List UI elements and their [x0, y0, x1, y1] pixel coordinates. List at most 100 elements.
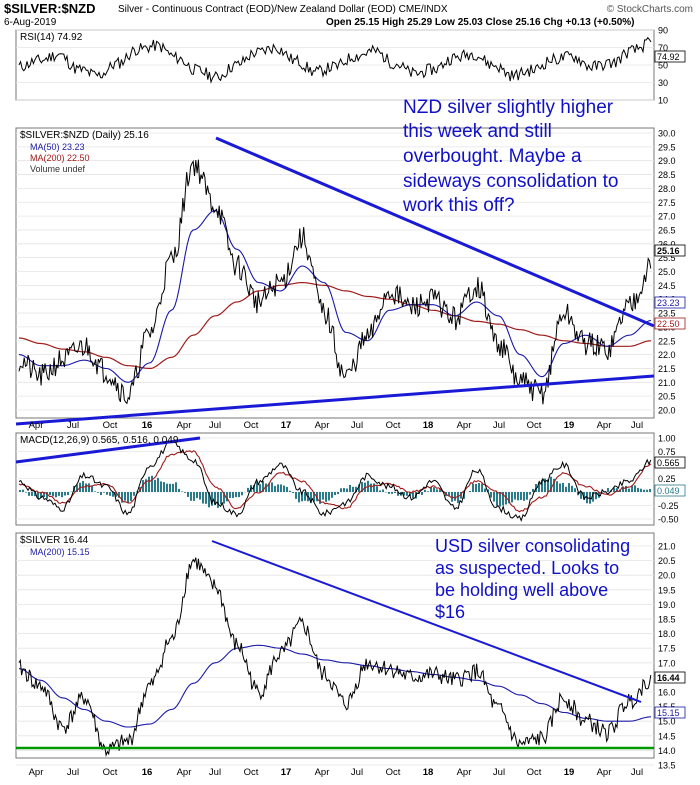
- usd-annotation-line-4: $16: [435, 602, 465, 622]
- macd-hist-bar: [190, 492, 192, 501]
- macd-hist-bar: [520, 492, 522, 500]
- macd-hist-bar: [325, 492, 327, 502]
- x-tick-label: Jul: [351, 767, 363, 778]
- macd-hist-bar: [52, 492, 54, 496]
- macd-hist-bar: [100, 492, 102, 495]
- macd-hist-bar: [643, 490, 645, 492]
- macd-hist-bar: [61, 492, 63, 497]
- macd-hist-bar: [427, 491, 429, 492]
- usd-tick: 21.0: [658, 542, 676, 552]
- macd-hist-bar: [457, 492, 459, 503]
- macd-tag-value: 0.565: [657, 458, 680, 468]
- usd-tick: 13.5: [658, 761, 676, 771]
- nzd-ma50-value: 23.23: [657, 298, 680, 308]
- macd-hist-bar: [391, 492, 393, 494]
- x-tick-label: Oct: [527, 420, 542, 431]
- macd-hist-bar: [217, 492, 219, 508]
- macd-hist-bar: [232, 492, 234, 498]
- macd-hist-bar: [571, 486, 573, 492]
- nzd-close-value: 25.16: [657, 246, 680, 256]
- x-tick-label: Apr: [315, 420, 330, 431]
- price-tick: 28.5: [658, 170, 676, 180]
- macd-hist-bar: [349, 485, 351, 492]
- macd-hist-bar: [568, 483, 570, 492]
- macd-hist-bar: [424, 490, 426, 492]
- macd-hist-bar: [238, 492, 240, 497]
- price-tick: 21.0: [658, 378, 676, 388]
- ohlc-readout: Open 25.15 High 25.29 Low 25.03 Close 25…: [326, 17, 634, 28]
- macd-hist-bar: [556, 481, 558, 492]
- price-tick: 27.0: [658, 212, 676, 222]
- macd-hist-bar: [247, 488, 249, 492]
- macd-hist-bar: [634, 485, 636, 492]
- macd-hist-bar: [340, 488, 342, 492]
- macd-hist-bar: [640, 489, 642, 492]
- macd-hist-bar: [370, 484, 372, 492]
- price-tick: 23.5: [658, 309, 676, 319]
- price-tick: 22.5: [658, 336, 676, 346]
- macd-title: MACD(12,26,9) 0.565, 0.516, 0.049: [20, 435, 179, 446]
- macd-hist-bar: [334, 492, 336, 495]
- price-tick: 30.0: [658, 129, 676, 139]
- macd-hist-bar: [379, 490, 381, 492]
- usd-tick: 18.0: [658, 629, 676, 639]
- x-tick-label: Jul: [209, 767, 221, 778]
- x-tick-label: Apr: [315, 767, 330, 778]
- macd-hist-bar: [523, 492, 525, 501]
- x-tick-label: 17: [281, 420, 292, 431]
- macd-hist-bar: [388, 492, 390, 494]
- nzd-annotation-line-1: NZD silver slightly higher: [403, 97, 614, 118]
- macd-hist-bar: [31, 492, 33, 496]
- x-tick-label: Apr: [597, 420, 612, 431]
- usd-ma200-value: 15.15: [657, 708, 680, 718]
- macd-hist-bar: [193, 492, 195, 501]
- chart-symbol: $SILVER:$NZD: [4, 1, 96, 16]
- legend-volume: Volume undef: [30, 164, 86, 174]
- macd-hist-bar: [19, 490, 21, 492]
- legend-ma50: MA(50) 23.23: [30, 142, 85, 152]
- macd-hist-bar: [394, 492, 396, 493]
- macd-hist-bar: [151, 476, 153, 492]
- x-tick-label: Jul: [67, 767, 79, 778]
- macd-hist-bar: [196, 492, 198, 498]
- macd-hist-bar: [475, 484, 477, 492]
- macd-hist-bar: [178, 489, 180, 492]
- x-tick-label: Apr: [457, 420, 472, 431]
- macd-hist-bar: [406, 492, 408, 496]
- macd-hist-bar: [58, 492, 60, 496]
- watermark: © StockCharts.com: [607, 4, 693, 15]
- macd-hist-bar: [172, 484, 174, 492]
- macd-hist-bar: [28, 492, 30, 496]
- usd-annotation-line-1: USD silver consolidating: [435, 536, 630, 556]
- macd-hist-bar: [337, 492, 339, 494]
- usd-axis: 21.020.520.019.519.018.518.017.517.016.5…: [658, 542, 676, 771]
- x-tick-label: Jul: [493, 420, 505, 431]
- macd-hist-bar: [220, 492, 222, 504]
- macd-hist-bar: [154, 480, 156, 492]
- nzd-annotation-line-3: overbought. Maybe a: [403, 146, 582, 167]
- x-tick-label: Apr: [177, 767, 192, 778]
- macd-hist-bar: [103, 492, 105, 493]
- macd-hist-bar: [229, 492, 231, 498]
- rsi-tick: 90: [658, 26, 668, 36]
- price-tick: 22.0: [658, 350, 676, 360]
- price-tick: 29.0: [658, 156, 676, 166]
- macd-hist-bar: [529, 492, 531, 495]
- usd-close-value: 16.44: [657, 673, 680, 683]
- macd-hist-bar: [283, 486, 285, 492]
- price-tick: 20.0: [658, 406, 676, 416]
- macd-hist-bar: [298, 492, 300, 502]
- macd-hist-bar: [514, 492, 516, 500]
- price-tick: 28.0: [658, 184, 676, 194]
- chart-description: Silver - Continuous Contract (EOD)/New Z…: [118, 4, 448, 15]
- price-tick: 25.0: [658, 267, 676, 277]
- macd-hist-bar: [133, 492, 135, 496]
- x-tick-label: 19: [564, 420, 575, 431]
- macd-tick: -0.25: [658, 501, 679, 511]
- macd-hist-bar: [259, 484, 261, 492]
- macd-hist-bar: [490, 492, 492, 498]
- macd-hist-bar: [454, 492, 456, 501]
